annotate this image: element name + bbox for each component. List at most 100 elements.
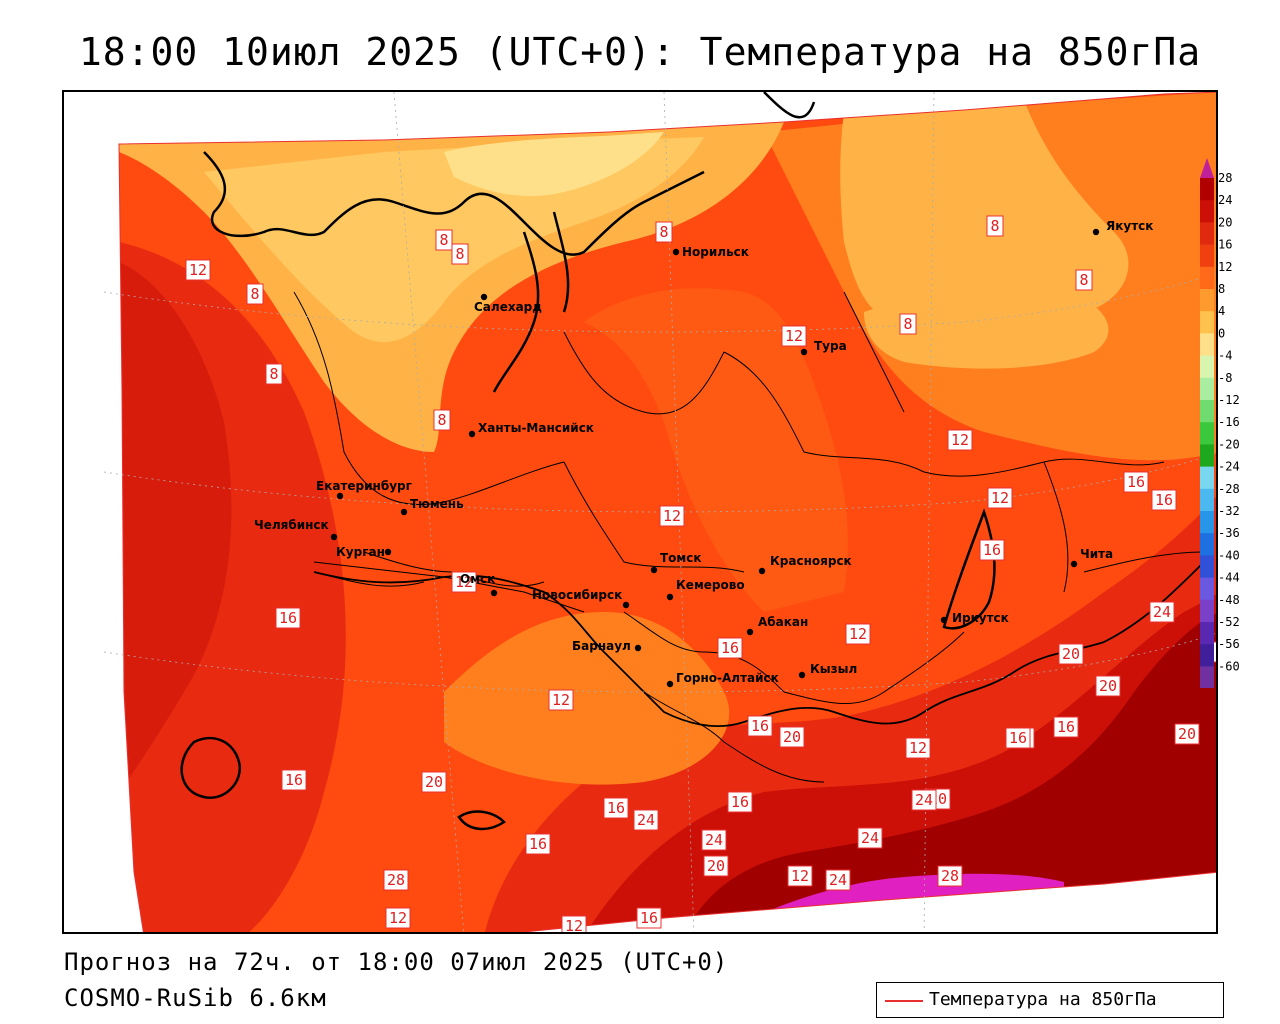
colorbar-swatch	[1200, 466, 1214, 490]
city-label: Курган	[336, 545, 385, 559]
band-12-center	[584, 288, 848, 612]
contour-label-box	[659, 505, 685, 527]
contour-label: 12	[385, 907, 411, 929]
colorbar-swatch	[1200, 511, 1214, 534]
domain-outline	[118, 92, 1216, 932]
temperature-map: 1288888812888121212121616121616121620121…	[62, 90, 1218, 934]
contour-label-text: 16	[285, 771, 303, 789]
contour-label: 16	[1151, 489, 1177, 511]
colorbar-tick-label: 8	[1218, 282, 1225, 296]
contour-label: 8	[451, 243, 469, 265]
contour-label-text: 12	[663, 507, 681, 525]
contour-label: 12	[781, 325, 807, 347]
contour-label: 8	[986, 215, 1004, 237]
taimyr-coast	[763, 92, 816, 119]
contour-label-text: 8	[250, 285, 259, 303]
contour-label: 16	[525, 833, 551, 855]
contour-label-text: 12	[389, 909, 407, 927]
contour-label-text: 12	[909, 739, 927, 757]
contour-label-text: 16	[529, 835, 547, 853]
contour-label-box	[899, 313, 917, 335]
contour-label-box	[1123, 471, 1149, 493]
colorbar-tick-label: 12	[1218, 260, 1232, 274]
contour-label-text: 16	[721, 639, 739, 657]
contour-label-text: 16	[731, 793, 749, 811]
contour-label-text: 24	[705, 831, 723, 849]
contour-label-box	[937, 865, 963, 887]
colorbar-tick-label: -60	[1218, 659, 1240, 673]
band-8-12-center	[444, 612, 730, 785]
city-dot	[666, 680, 674, 688]
contour-label-text: 16	[1009, 729, 1027, 747]
colorbar-labels: 28 24 20 16 12 8 4 0 -4 -8 -12 -16 -20 -24 -28 -32 -36 -4…	[1218, 171, 1240, 673]
city-label: Иркутск	[952, 611, 1009, 625]
map-canvas: 1288888812888121212121616121616121620121…	[103, 92, 1216, 932]
colorbar-swatch	[1200, 178, 1214, 201]
city-label: Норильск	[682, 245, 749, 259]
band-4-8-yakutia	[864, 288, 1109, 369]
contour-label: 8	[433, 409, 451, 431]
colorbar-swatch	[1200, 622, 1214, 645]
contour-label-text: 20	[707, 857, 725, 875]
contour-label-text: 24	[861, 829, 879, 847]
city-label: Томск	[660, 551, 702, 565]
city-dot	[800, 348, 808, 356]
colorbar-tick-label: 20	[1218, 215, 1232, 229]
contour-label-text: 28	[941, 867, 959, 885]
contour-label-box	[246, 283, 264, 305]
contour-label-text: 28	[387, 871, 405, 889]
contour-label-box	[1095, 675, 1121, 697]
colorbar-swatch	[1200, 644, 1214, 667]
contour-label-box	[979, 539, 1005, 561]
contour-label: 8	[246, 283, 264, 305]
colorbar-tick-label: -8	[1218, 371, 1232, 385]
colorbar-tick-label: -32	[1218, 504, 1240, 518]
colorbar-tick-label: -24	[1218, 460, 1240, 474]
city-label: Салехард	[474, 300, 542, 314]
colorbar-swatch	[1200, 422, 1214, 445]
contour-label: 20	[1058, 643, 1084, 665]
city-dot	[490, 589, 498, 597]
contour-label-text: 12	[849, 625, 867, 643]
city-dot	[468, 430, 476, 438]
city-label: Барнаул	[572, 639, 631, 653]
contour-label-box	[1053, 716, 1079, 738]
city-label: Тура	[814, 339, 847, 353]
city-dot	[758, 567, 766, 575]
contour-label-box	[779, 726, 805, 748]
colorbar-tick-label: -20	[1218, 437, 1240, 451]
contour-label: 16	[1005, 727, 1031, 749]
city-dot	[650, 566, 658, 574]
city-label: Челябинск	[254, 518, 329, 532]
colorbar-swatch	[1200, 200, 1214, 223]
city-dot	[1070, 560, 1078, 568]
legend-line-swatch	[885, 1000, 923, 1002]
contour-label-text: 20	[425, 773, 443, 791]
colorbar-swatch	[1200, 577, 1214, 601]
colorbar: 28 24 20 16 12 8 4 0 -4 -8 -12 -16 -20 -24 -28 -32 -36 -4…	[1200, 158, 1240, 688]
contour-label: 16	[979, 539, 1005, 561]
colorbar-swatch	[1200, 555, 1214, 579]
contour-label-text: 16	[983, 541, 1001, 559]
colorbar-swatch	[1200, 222, 1214, 246]
contour-label-text: 20	[1062, 645, 1080, 663]
contour-label: 16	[1053, 716, 1079, 738]
city-dot	[746, 628, 754, 636]
city-label: Кызыл	[810, 662, 857, 676]
contour-label-text: 16	[607, 799, 625, 817]
contour-label-text: 24	[1153, 603, 1171, 621]
contour-label-box	[275, 607, 301, 629]
colorbar-tick-label: -44	[1218, 571, 1240, 585]
contour-label-text: 16	[640, 909, 658, 927]
contour-label-box	[911, 789, 937, 811]
contour-label-text: 20	[1099, 677, 1117, 695]
contour-label-box	[1149, 601, 1175, 623]
contour-label-text: 12	[791, 867, 809, 885]
forecast-caption: Прогноз на 72ч. от 18:00 07июл 2025 (UTC…	[64, 948, 729, 976]
contour-label-text: 8	[659, 223, 668, 241]
contour-label-box	[1174, 723, 1200, 745]
contour-label-box	[636, 907, 662, 929]
city-dot	[336, 492, 344, 500]
band-4-north-core	[204, 137, 704, 342]
contour-label-box	[451, 243, 469, 265]
